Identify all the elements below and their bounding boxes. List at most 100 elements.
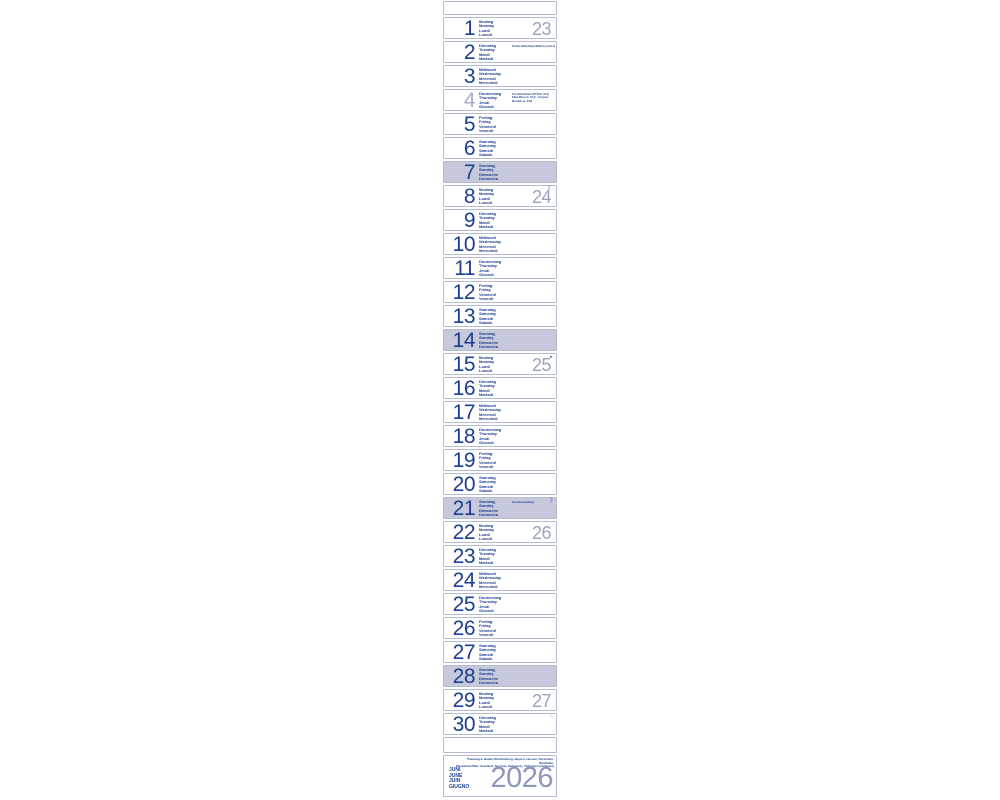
day-name: Lundi — [479, 531, 490, 537]
day-number: 27 — [452, 641, 476, 664]
day-name: Jeudi — [479, 267, 490, 273]
calendar-strip: 1 Montag Monday Lundi Lunedì 23 2 Dienstag Tuesd… — [443, 0, 557, 798]
day-names: Mittwoch Wednesday Mercredi Mercoledì — [479, 67, 501, 86]
day-name: Martedì — [479, 56, 494, 62]
day-name: Sabato — [479, 152, 493, 158]
day-name: Mercredi — [479, 411, 496, 417]
day-number: 28 — [452, 665, 476, 688]
day-name: Monday — [479, 527, 495, 533]
day-number: 1 — [463, 17, 476, 40]
day-names: Dienstag Tuesday Mardi Martedì — [479, 43, 496, 62]
day-row-4: 4 Donnerstag Thursday Jeudi Giovedì Fronleich… — [443, 89, 557, 111]
day-name: Venerdì — [479, 464, 494, 470]
day-name: Montag — [479, 691, 494, 696]
day-row-21: 21 Sonntag Sunday Dimanche Domenica Sommeranf… — [443, 497, 557, 519]
day-name: Mercredi — [479, 75, 496, 81]
day-name: Sonntag — [479, 331, 495, 336]
day-name: Monday — [479, 695, 495, 701]
day-name: Samstag — [479, 139, 496, 144]
day-number: 29 — [452, 689, 476, 712]
footnote-line: Rheinland-Pfalz, Saarland, Sachsen (teil… — [456, 764, 554, 769]
day-number: 18 — [452, 425, 476, 448]
day-name: Sonntag — [479, 499, 495, 504]
day-row-9: 9 Dienstag Tuesday Mardi Martedì — [443, 209, 557, 231]
day-name: Domenica — [479, 344, 499, 350]
day-row-11: 11 Donnerstag Thursday Jeudi Giovedì — [443, 257, 557, 279]
day-name: Mittwoch — [479, 235, 497, 240]
day-row-13: 13 Samstag Saturday Samedi Sabato — [443, 305, 557, 327]
day-row-18: 18 Donnerstag Thursday Jeudi Giovedì — [443, 425, 557, 447]
day-name: Friday — [479, 455, 492, 461]
day-row-2: 2 Dienstag Tuesday Mardi Martedì Festa della … — [443, 41, 557, 63]
day-name: Lundi — [479, 195, 490, 201]
day-name: Giovedì — [479, 440, 494, 446]
day-name: Tuesday — [479, 215, 495, 221]
day-name: Monday — [479, 191, 495, 197]
day-name: Thursday — [479, 95, 498, 101]
day-number: 5 — [463, 113, 476, 136]
day-name: Dienstag — [479, 715, 496, 720]
day-number: 3 — [463, 65, 476, 88]
day-row-30: 30 Dienstag Tuesday Mardi Martedì ○ — [443, 713, 557, 735]
holiday-annotation-line: Festa della Repubblica (solo I) — [512, 43, 556, 48]
day-row-27: 27 Samstag Saturday Samedi Sabato — [443, 641, 557, 663]
day-names: Sonntag Sunday Dimanche Domenica — [479, 667, 499, 686]
day-names: Donnerstag Thursday Jeudi Giovedì — [479, 427, 502, 446]
day-name: Monday — [479, 23, 495, 29]
day-name: Sabato — [479, 656, 493, 662]
day-row-16: 16 Dienstag Tuesday Mardi Martedì — [443, 377, 557, 399]
day-name: Jeudi — [479, 99, 490, 105]
day-name: Tuesday — [479, 719, 495, 725]
day-name: Dienstag — [479, 547, 496, 552]
day-names: Sonntag Sunday Dimanche Domenica — [479, 163, 498, 182]
day-name: Wednesday — [479, 239, 502, 245]
first-quarter-moon-icon: ☽ — [547, 498, 553, 504]
day-row-3: 3 Mittwoch Wednesday Mercredi Mercoledì — [443, 65, 557, 87]
day-number: 11 — [454, 257, 475, 280]
day-name: Sunday — [479, 167, 494, 173]
day-number: 20 — [452, 473, 476, 496]
day-name: Vendredi — [479, 123, 496, 129]
day-number: 22 — [452, 521, 476, 544]
footnote-line: *Feiertag in Baden-Württemberg, Bayern, … — [466, 757, 554, 765]
day-row-20: 20 Samstag Saturday Samedi Sabato — [443, 473, 557, 495]
week-number: 27 — [531, 691, 552, 711]
day-name: Samedi — [479, 147, 494, 153]
bottom-spacer-box — [443, 737, 557, 753]
day-number: 13 — [452, 305, 476, 328]
day-name: Freitag — [479, 283, 493, 288]
day-names: Mittwoch Wednesday Mercredi Mercoledì — [479, 235, 502, 254]
day-names: Mittwoch Wednesday Mercredi Mercoledì — [479, 571, 501, 590]
day-name: Giovedì — [479, 272, 494, 278]
day-name: Jeudi — [479, 603, 490, 609]
day-number: 4 — [463, 89, 476, 112]
month-name-fr: JUIN — [449, 778, 461, 785]
day-name: Mardi — [479, 387, 490, 393]
day-name: Thursday — [479, 431, 498, 437]
holiday-annotation-line: Sommeranfang — [512, 499, 534, 504]
day-name: Donnerstag — [479, 427, 502, 432]
day-name: Tuesday — [479, 383, 495, 389]
day-name: Venerdì — [479, 632, 494, 638]
day-names: Donnerstag Thursday Jeudi Giovedì — [479, 91, 501, 110]
day-name: Dienstag — [479, 43, 496, 48]
holiday-annotation: Festa della Repubblica (solo I) — [512, 43, 557, 49]
day-name: Tuesday — [479, 47, 495, 53]
month-name-it: GIUGNO — [449, 783, 470, 790]
day-name: Freitag — [479, 619, 493, 624]
day-name: Martedì — [479, 728, 494, 734]
day-rows: 1 Montag Monday Lundi Lunedì 23 2 Dienstag Tuesd… — [443, 17, 557, 735]
day-name: Saturday — [479, 479, 497, 485]
day-name: Mittwoch — [479, 403, 497, 408]
day-names: Donnerstag Thursday Jeudi Giovedì — [479, 259, 501, 278]
day-name: Vendredi — [479, 459, 496, 465]
day-number: 9 — [463, 209, 476, 232]
day-name: Dienstag — [479, 211, 496, 216]
day-names: Montag Monday Lundi Lunedì — [479, 19, 495, 38]
day-name: Lunedì — [479, 32, 493, 38]
day-name: Samedi — [479, 483, 494, 489]
day-number: 19 — [452, 449, 476, 472]
day-name: Dimanche — [479, 675, 499, 681]
day-row-25: 25 Donnerstag Thursday Jeudi Giovedì — [443, 593, 557, 615]
day-number: 17 — [452, 401, 476, 424]
